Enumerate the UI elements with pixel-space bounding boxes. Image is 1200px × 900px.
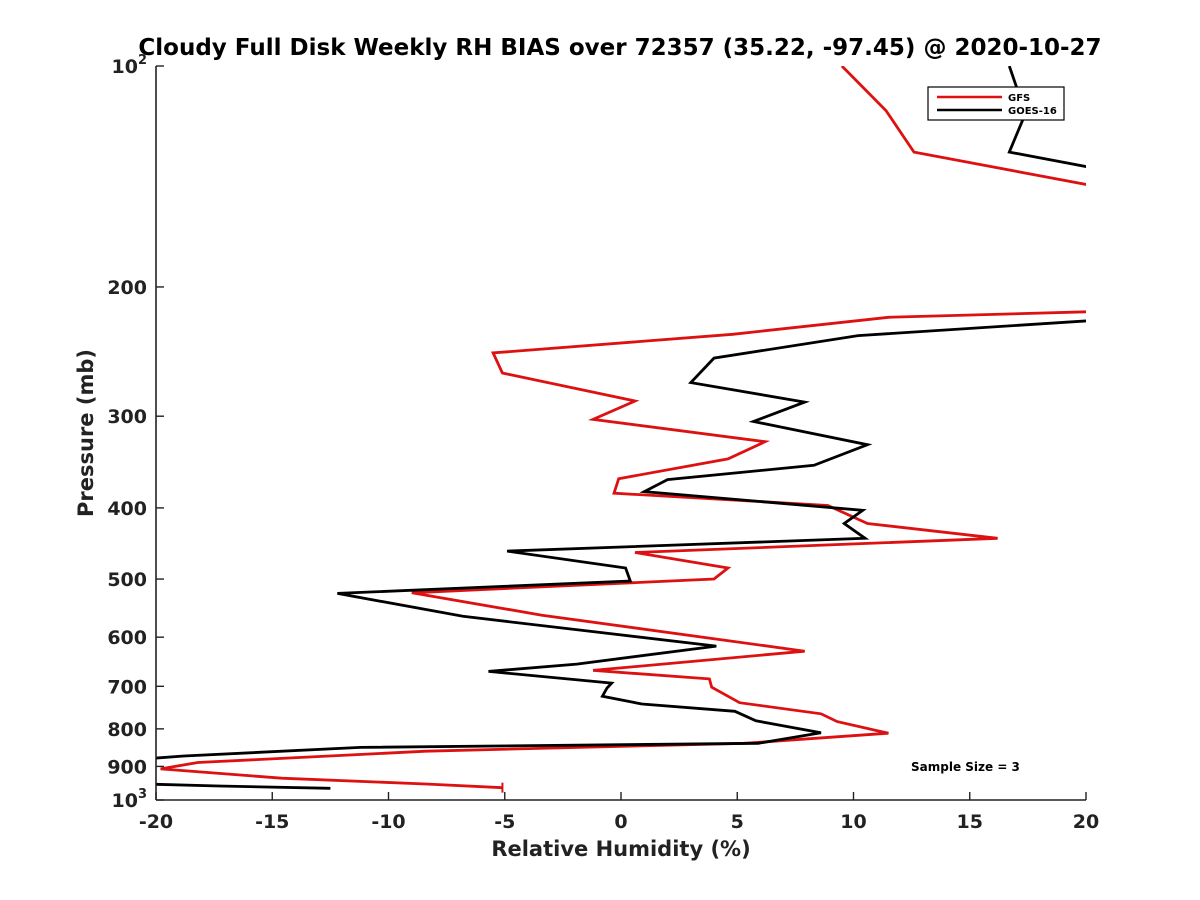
- x-tick-label: -5: [494, 811, 515, 833]
- x-tick-label: 15: [957, 811, 983, 833]
- x-tick-label: -20: [139, 811, 173, 833]
- axes: [155, 66, 1086, 801]
- x-tick-label: -10: [371, 811, 405, 833]
- y-tick-label: 800: [107, 719, 147, 741]
- y-tick-label: 700: [107, 676, 147, 698]
- y-tick-label: 400: [107, 498, 147, 520]
- y-tick-label: 600: [107, 627, 147, 649]
- y-axis-label: Pressure (mb): [74, 349, 98, 517]
- x-ticks: -20 -15 -10 -5 0 5 10 15 20: [139, 792, 1099, 833]
- series-line-goes-16: [156, 66, 1086, 790]
- chart-title: Cloudy Full Disk Weekly RH BIAS over 723…: [138, 35, 1101, 61]
- y-tick-label: 102: [112, 53, 148, 78]
- y-tick-label: 900: [107, 756, 147, 778]
- series-lines: [156, 66, 1086, 793]
- x-tick-label: 20: [1073, 811, 1099, 833]
- x-axis-label: Relative Humidity (%): [491, 837, 750, 861]
- legend-label-gfs: GFS: [1008, 93, 1030, 104]
- x-tick-label: 0: [614, 811, 627, 833]
- y-tick-label: 200: [107, 277, 147, 299]
- series-line-gfs: [160, 66, 1086, 790]
- sample-size-annotation: Sample Size = 3: [911, 760, 1020, 774]
- legend-label-goes16: GOES-16: [1008, 106, 1057, 117]
- legend-box: [927, 86, 1065, 121]
- x-tick-label: 5: [731, 811, 744, 833]
- legend: GFS GOES-16: [927, 86, 1065, 121]
- y-ticks: 102 200 300 400 500 600 700 800 900 103: [107, 53, 164, 812]
- x-tick-label: 10: [840, 811, 866, 833]
- y-tick-label: 300: [107, 406, 147, 428]
- y-tick-label: 103: [112, 787, 148, 812]
- x-tick-label: -15: [255, 811, 289, 833]
- y-tick-label: 500: [107, 569, 147, 591]
